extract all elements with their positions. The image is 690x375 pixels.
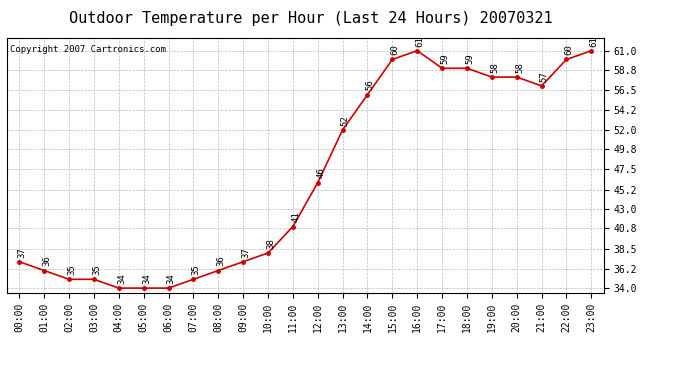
Text: 37: 37 [18,247,27,258]
Text: 41: 41 [291,211,300,222]
Text: 38: 38 [266,238,275,249]
Text: 58: 58 [490,62,499,73]
Text: 35: 35 [68,264,77,275]
Text: 35: 35 [92,264,101,275]
Text: 59: 59 [465,53,474,64]
Text: Outdoor Temperature per Hour (Last 24 Hours) 20070321: Outdoor Temperature per Hour (Last 24 Ho… [69,11,552,26]
Text: 35: 35 [192,264,201,275]
Text: 59: 59 [440,53,449,64]
Text: 58: 58 [515,62,524,73]
Text: 36: 36 [217,256,226,266]
Text: 34: 34 [167,273,176,284]
Text: 36: 36 [43,256,52,266]
Text: 61: 61 [415,36,424,46]
Text: 52: 52 [341,115,350,126]
Text: 60: 60 [564,45,573,56]
Text: 34: 34 [142,273,151,284]
Text: 34: 34 [117,273,126,284]
Text: 37: 37 [241,247,250,258]
Text: 61: 61 [589,36,599,46]
Text: 56: 56 [366,80,375,90]
Text: 57: 57 [540,71,549,82]
Text: 60: 60 [391,45,400,56]
Text: Copyright 2007 Cartronics.com: Copyright 2007 Cartronics.com [10,45,166,54]
Text: 46: 46 [316,168,325,178]
